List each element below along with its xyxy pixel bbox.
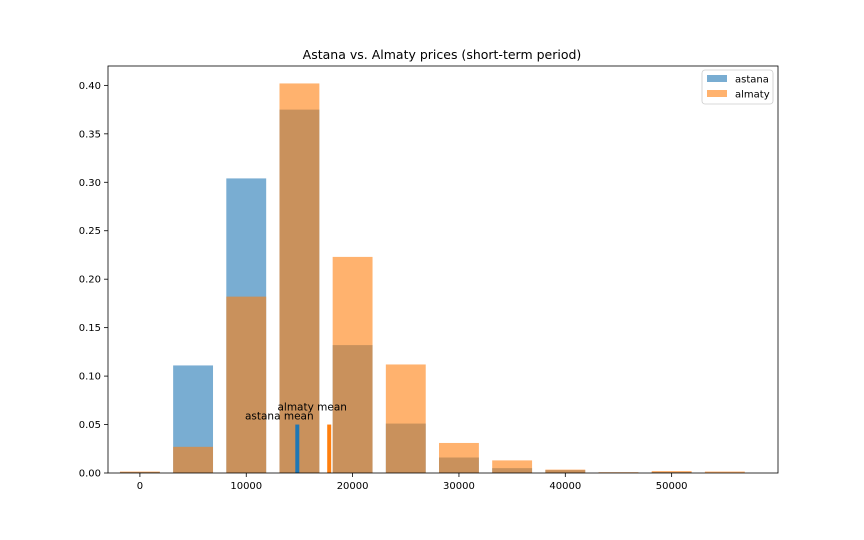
almaty-bar-2 (226, 296, 267, 473)
almaty-bar-3 (279, 83, 320, 473)
almaty-bar-4 (332, 256, 373, 473)
almaty-mean-label: almaty mean (277, 402, 346, 414)
x-tick-label-40000: 40000 (549, 481, 581, 492)
chart-title: Astana vs. Almaty prices (short-term per… (303, 47, 582, 62)
almaty-bar-7 (492, 460, 533, 473)
x-tick-label-50000: 50000 (656, 481, 688, 492)
x-tick-label-20000: 20000 (337, 481, 369, 492)
legend: astana almaty (701, 69, 774, 105)
legend-swatch-almaty (707, 90, 727, 97)
legend-swatch-astana (707, 75, 727, 82)
legend-label-almaty: almaty (735, 90, 770, 101)
axes-layer: 0 10000 20000 30000 40000 50000 0.00 0.05 0.10 0.… (79, 65, 779, 492)
plot-frame (107, 65, 779, 474)
y-tick-label-0.00: 0.00 (79, 469, 101, 480)
x-tick-label-10000: 10000 (230, 481, 262, 492)
y-tick-label-0.40: 0.40 (79, 81, 101, 92)
x-tick-label-30000: 30000 (443, 481, 475, 492)
x-tick-label-0: 0 (137, 481, 143, 492)
almaty-bar-11 (704, 471, 745, 473)
y-tick-label-0.05: 0.05 (79, 420, 101, 431)
y-tick-label-0.35: 0.35 (79, 129, 101, 140)
legend-label-astana: astana (735, 75, 769, 86)
bars-layer (119, 83, 745, 474)
almaty-bar-0 (119, 471, 160, 473)
y-tick-label-0.10: 0.10 (79, 372, 101, 383)
almaty-bar-5 (385, 364, 426, 473)
almaty-bar-1 (173, 446, 214, 473)
y-tick-label-0.30: 0.30 (79, 178, 101, 189)
almaty-mean-marker (327, 424, 332, 473)
almaty-bar-6 (439, 442, 479, 473)
almaty-bar-10 (651, 471, 692, 473)
y-tick-label-0.25: 0.25 (79, 226, 101, 237)
astana-mean-marker (295, 424, 300, 473)
y-tick-label-0.20: 0.20 (79, 275, 101, 286)
almaty-bar-8 (545, 469, 586, 473)
y-tick-label-0.15: 0.15 (79, 323, 101, 334)
astana-mean-label: astana mean (245, 411, 314, 423)
